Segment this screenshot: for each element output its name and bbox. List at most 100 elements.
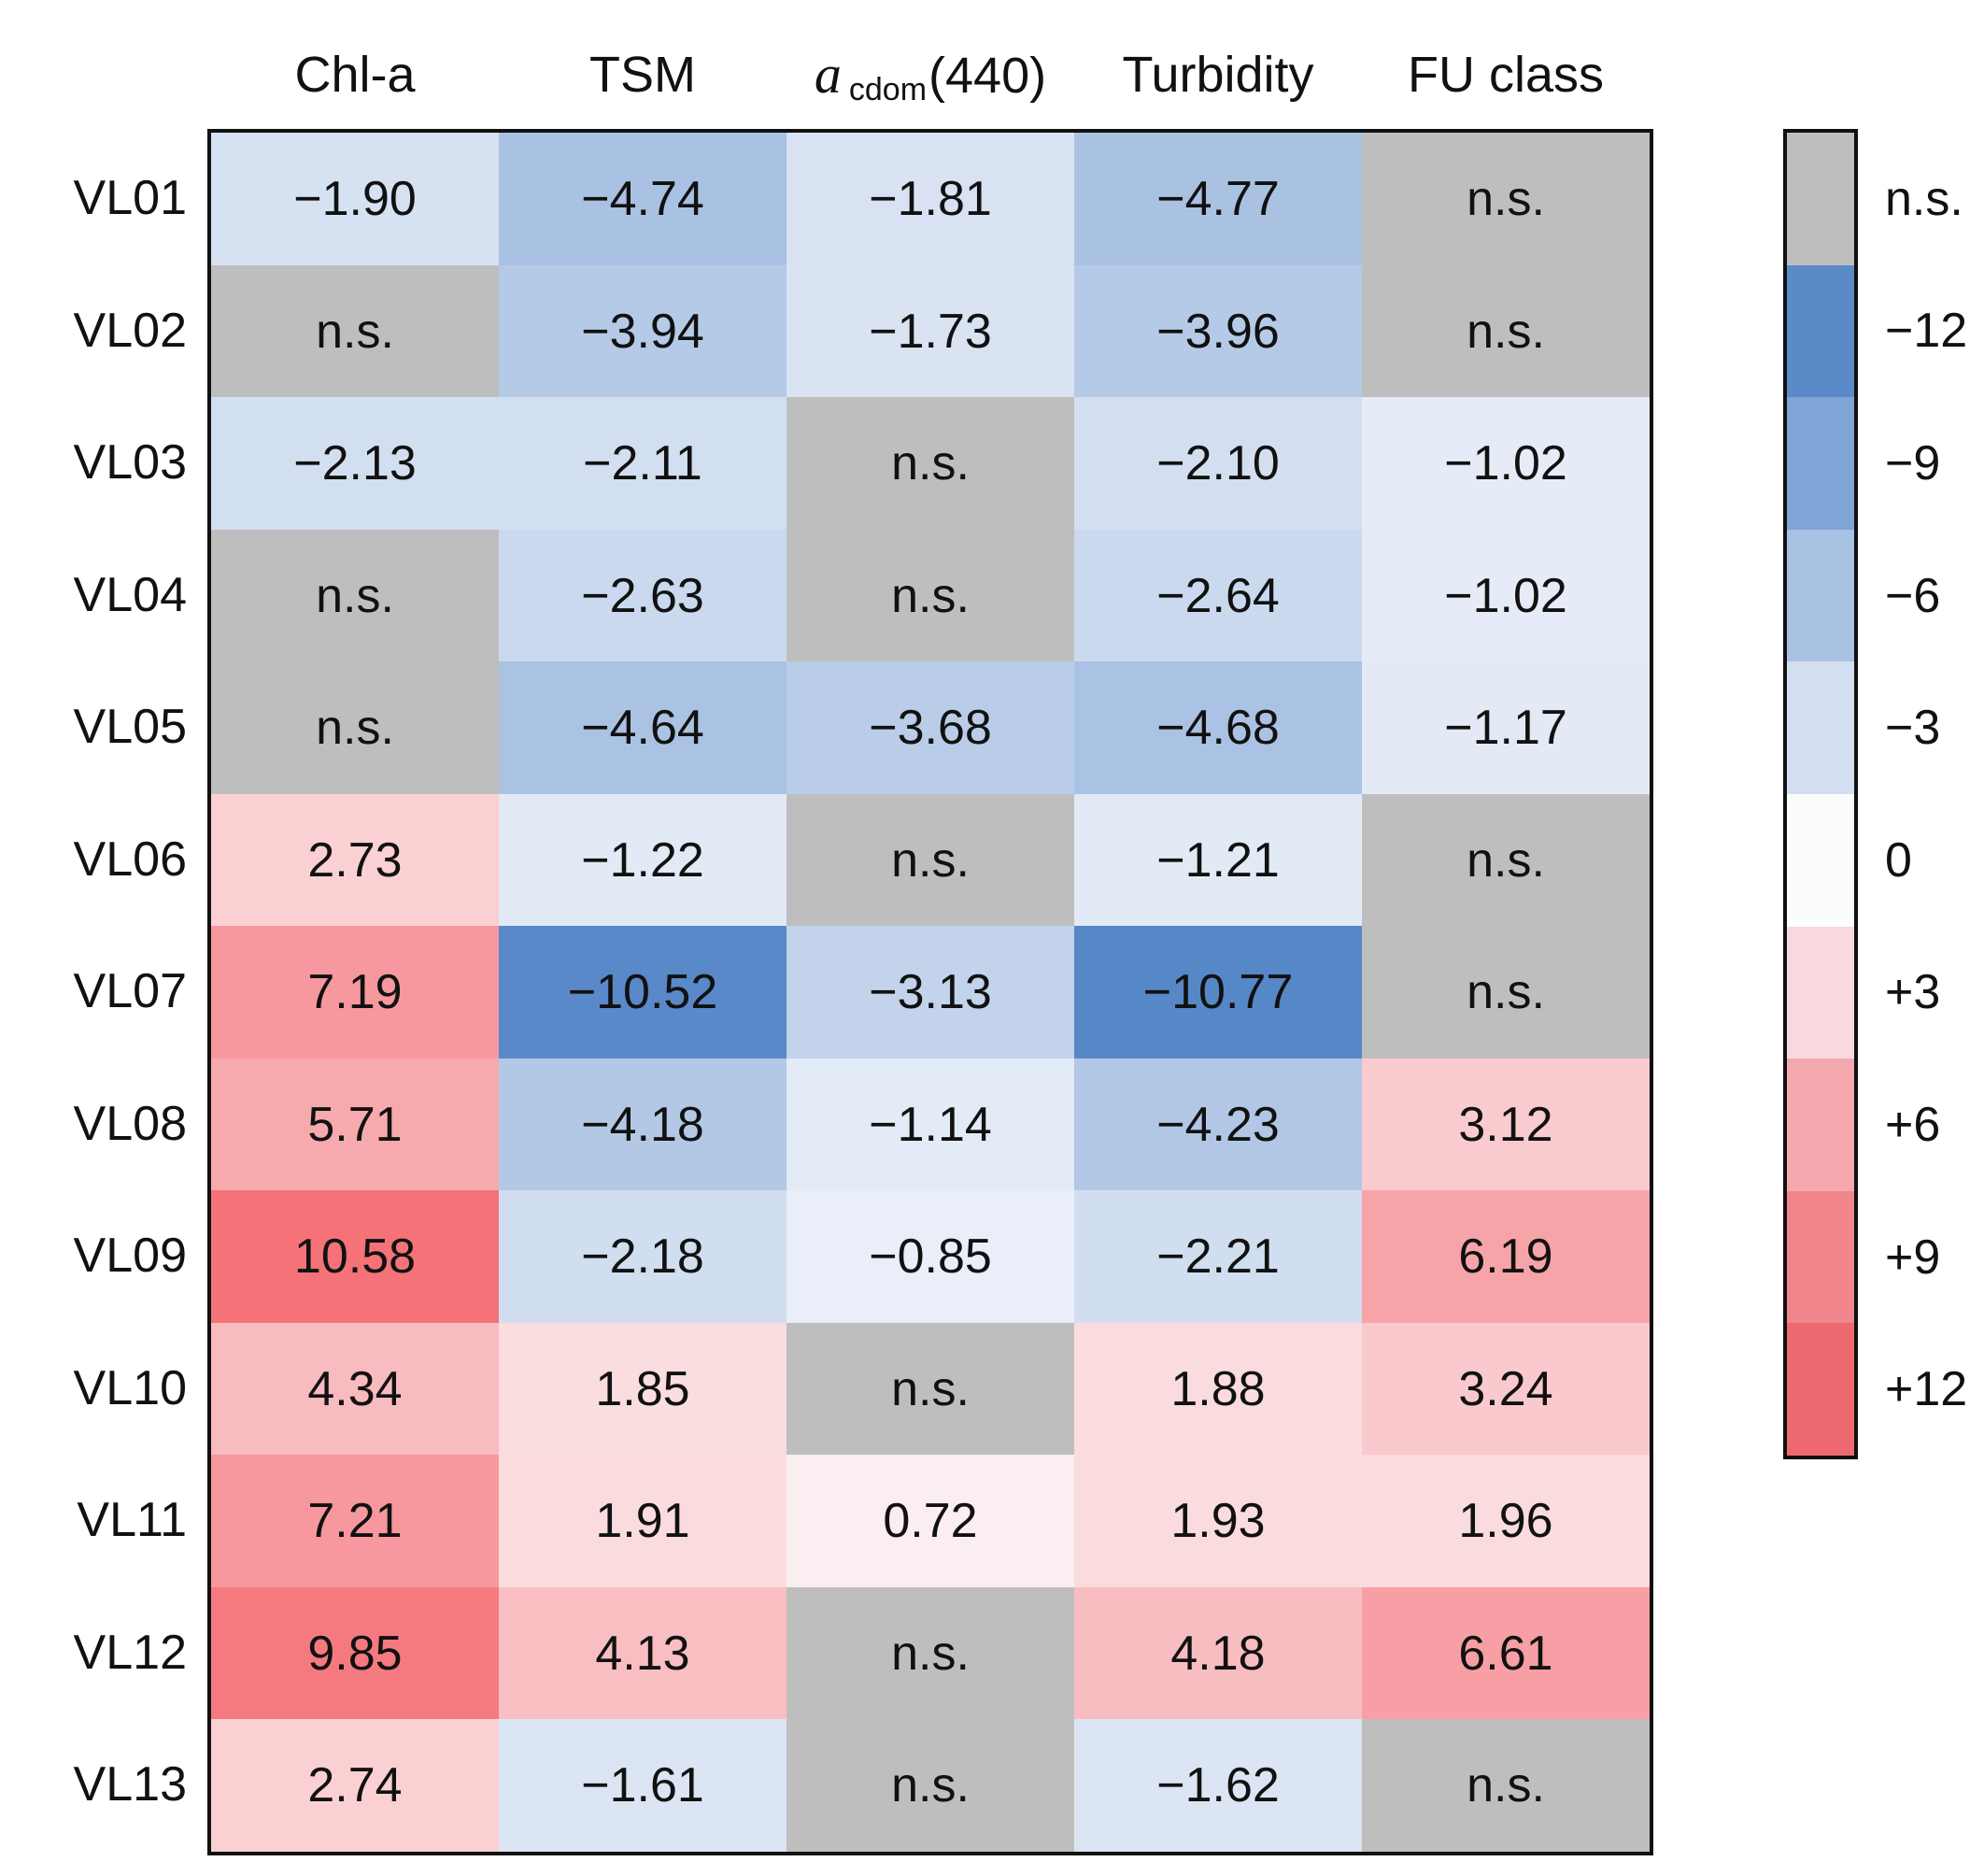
- colorbar-label: n.s.: [1885, 171, 1963, 226]
- acdom-symbol: a: [814, 44, 842, 105]
- row-label-vl01: VL01: [73, 171, 187, 225]
- heatmap-cell: −4.68: [1074, 661, 1362, 795]
- colorbar-label: −12: [1885, 304, 1968, 359]
- heatmap-cell: −2.11: [499, 397, 787, 531]
- heatmap-cell: −3.13: [787, 926, 1074, 1059]
- colorbar-label: 0: [1885, 832, 1912, 888]
- heatmap-cell: 2.74: [211, 1719, 499, 1852]
- row-label-vl11: VL11: [77, 1493, 187, 1548]
- heatmap-cell: −4.64: [499, 661, 787, 795]
- heatmap-cell: n.s.: [787, 1322, 1074, 1456]
- colorbar: [1783, 129, 1858, 1459]
- heatmap-cell: −1.61: [499, 1719, 787, 1852]
- heatmap-cell: 0.72: [787, 1455, 1074, 1588]
- heatmap-cell: 7.19: [211, 926, 499, 1059]
- heatmap-cell: 1.93: [1074, 1455, 1362, 1588]
- heatmap-cell: 6.19: [1362, 1190, 1650, 1324]
- row-label-vl04: VL04: [73, 567, 187, 622]
- colorbar-swatch: [1787, 661, 1854, 795]
- row-label-vl05: VL05: [73, 700, 187, 755]
- colorbar-swatch: [1787, 794, 1854, 927]
- heatmap-cell: 10.58: [211, 1190, 499, 1324]
- colorbar-label: +12: [1885, 1362, 1968, 1417]
- heatmap-cell: 1.91: [499, 1455, 787, 1588]
- column-header-acdom-440: a cdom(440): [787, 37, 1074, 112]
- heatmap-cell: −1.90: [211, 133, 499, 265]
- heatmap-cell: −2.13: [211, 397, 499, 531]
- heatmap-cell: −1.21: [1074, 793, 1362, 927]
- heatmap-cell: −3.68: [787, 661, 1074, 795]
- heatmap-cell: −2.63: [499, 529, 787, 662]
- heatmap-cell: −1.02: [1362, 529, 1650, 662]
- heatmap-cell: −10.77: [1074, 926, 1362, 1059]
- heatmap-cell: −4.74: [499, 133, 787, 265]
- heatmap-cell: 4.13: [499, 1586, 787, 1720]
- row-label-vl09: VL09: [73, 1229, 187, 1284]
- acdom-wavelength: (440): [928, 48, 1047, 104]
- colorbar-swatch: [1787, 1323, 1854, 1456]
- heatmap-cell: −1.02: [1362, 397, 1650, 531]
- row-label-vl07: VL07: [73, 964, 187, 1019]
- colorbar-label: +9: [1885, 1229, 1941, 1285]
- heatmap-cell: −2.21: [1074, 1190, 1362, 1324]
- colorbar-swatch: [1787, 133, 1854, 265]
- acdom-subscript: cdom: [848, 72, 928, 107]
- heatmap-cell: n.s.: [787, 397, 1074, 531]
- heatmap-cell: n.s.: [787, 529, 1074, 662]
- heatmap-cell: −2.64: [1074, 529, 1362, 662]
- heatmap-cell: 4.34: [211, 1322, 499, 1456]
- heatmap-cell: 7.21: [211, 1455, 499, 1588]
- colorbar-label: +6: [1885, 1098, 1941, 1152]
- heatmap-cell: −3.94: [499, 264, 787, 398]
- heatmap-cell: 1.85: [499, 1322, 787, 1456]
- row-label-vl13: VL13: [73, 1757, 187, 1812]
- heatmap-cell: n.s.: [787, 793, 1074, 927]
- colorbar-swatch: [1787, 529, 1854, 662]
- heatmap-cell: −4.23: [1074, 1058, 1362, 1191]
- colorbar-label: −9: [1885, 436, 1941, 490]
- heatmap-cell: n.s.: [1362, 1719, 1650, 1852]
- heatmap-cell: 2.73: [211, 793, 499, 927]
- heatmap-cell: −2.18: [499, 1190, 787, 1324]
- heatmap-cell: 1.88: [1074, 1322, 1362, 1456]
- heatmap-cell: 3.24: [1362, 1322, 1650, 1456]
- heatmap-cell: −1.22: [499, 793, 787, 927]
- colorbar-label: +3: [1885, 965, 1941, 1020]
- heatmap-cell: −4.77: [1074, 133, 1362, 265]
- column-header-chl-a: Chl-a: [294, 47, 416, 103]
- colorbar-swatch: [1787, 1059, 1854, 1192]
- heatmap-cell: 3.12: [1362, 1058, 1650, 1191]
- heatmap-cell: n.s.: [211, 661, 499, 795]
- heatmap-cell: −1.81: [787, 133, 1074, 265]
- heatmap-cell: n.s.: [211, 529, 499, 662]
- heatmap-cell: −1.14: [787, 1058, 1074, 1191]
- colorbar-label: −6: [1885, 568, 1941, 623]
- heatmap-grid: −1.90 −4.74 −1.81 −4.77 n.s. n.s. −3.94 −1.73 −3…: [207, 129, 1653, 1855]
- heatmap-cell: 4.18: [1074, 1586, 1362, 1720]
- heatmap-cell: −10.52: [499, 926, 787, 1059]
- colorbar-swatch: [1787, 264, 1854, 398]
- heatmap-cell: −2.10: [1074, 397, 1362, 531]
- heatmap-cell: n.s.: [1362, 926, 1650, 1059]
- heatmap-cell: −1.62: [1074, 1719, 1362, 1852]
- heatmap-cell: 6.61: [1362, 1586, 1650, 1720]
- heatmap-cell: n.s.: [1362, 133, 1650, 265]
- heatmap-cell: n.s.: [787, 1719, 1074, 1852]
- colorbar-swatch: [1787, 926, 1854, 1059]
- heatmap-cell: −4.18: [499, 1058, 787, 1191]
- heatmap-cell: −3.96: [1074, 264, 1362, 398]
- column-header-fu-class: FU class: [1407, 47, 1604, 103]
- row-label-vl10: VL10: [73, 1360, 187, 1415]
- row-label-vl03: VL03: [73, 435, 187, 490]
- column-header-turbidity: Turbidity: [1122, 47, 1314, 103]
- colorbar-swatch: [1787, 397, 1854, 531]
- heatmap-cell: 5.71: [211, 1058, 499, 1191]
- colorbar-swatch: [1787, 1190, 1854, 1324]
- heatmap-cell: 1.96: [1362, 1455, 1650, 1588]
- row-label-vl06: VL06: [73, 831, 187, 887]
- heatmap-cell: 9.85: [211, 1586, 499, 1720]
- row-label-vl08: VL08: [73, 1096, 187, 1151]
- column-header-tsm: TSM: [589, 47, 696, 103]
- heatmap-cell: −1.73: [787, 264, 1074, 398]
- heatmap-cell: n.s.: [1362, 793, 1650, 927]
